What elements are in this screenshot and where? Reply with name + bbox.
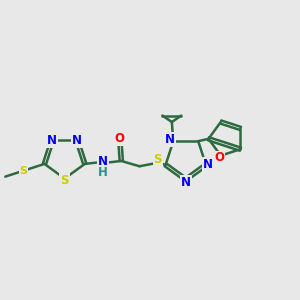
Text: N: N bbox=[181, 176, 191, 189]
Text: O: O bbox=[115, 132, 125, 145]
Text: N: N bbox=[98, 155, 108, 168]
Text: S: S bbox=[20, 166, 27, 176]
Text: N: N bbox=[203, 158, 213, 171]
Text: N: N bbox=[165, 133, 176, 146]
Text: O: O bbox=[214, 152, 224, 164]
Text: N: N bbox=[47, 134, 57, 147]
Text: S: S bbox=[60, 174, 69, 188]
Text: N: N bbox=[72, 134, 82, 147]
Text: S: S bbox=[154, 153, 162, 166]
Text: H: H bbox=[98, 166, 108, 179]
